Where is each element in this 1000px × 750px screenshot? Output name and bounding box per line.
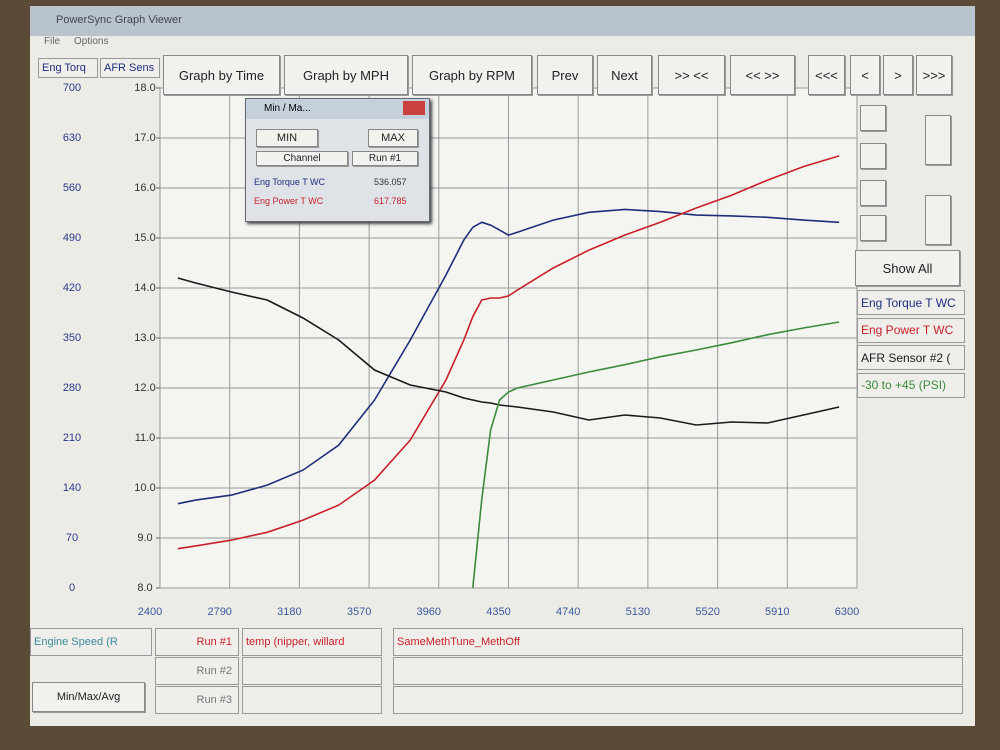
scroll-button[interactable] [860, 105, 886, 131]
run-description [393, 657, 963, 685]
x-tick-label: 5910 [765, 606, 789, 618]
toolbar-button[interactable]: << >> [730, 55, 795, 95]
run-name [242, 686, 382, 714]
run-name: temp (nipper, willard [242, 628, 382, 656]
y-tick-label: 350 [63, 332, 81, 344]
x-tick-label: 2400 [138, 606, 162, 618]
window-title: PowerSync Graph Viewer [56, 14, 182, 26]
scroll-button[interactable] [860, 180, 886, 206]
menu-bar: File Options [30, 36, 975, 52]
y-tick-label: 70 [66, 532, 78, 544]
y2-tick-label: 11.0 [135, 432, 156, 444]
toolbar-button[interactable]: Next [597, 55, 652, 95]
run-description [393, 686, 963, 714]
max-button[interactable]: MAX [368, 129, 418, 147]
x-tick-label: 6300 [835, 606, 859, 618]
x-tick-label: 5520 [695, 606, 719, 618]
toolbar-button[interactable]: Graph by Time [163, 55, 280, 95]
series-line [177, 208, 840, 505]
toolbar-button[interactable]: <<< [808, 55, 845, 95]
toolbar-button[interactable]: Prev [537, 55, 593, 95]
y-tick-label: 140 [63, 482, 81, 494]
y2-tick-label: 14.0 [134, 282, 155, 294]
show-all-button[interactable]: Show All [855, 250, 960, 286]
run-label: Run #3 [155, 686, 239, 714]
y2-tick-label: 13.0 [134, 332, 155, 344]
series-line [177, 155, 840, 550]
run-name [242, 657, 382, 685]
toolbar-button[interactable]: < [850, 55, 880, 95]
dialog-title-bar: Min / Ma... [246, 99, 429, 119]
y2-tick-label: 8.0 [137, 582, 152, 594]
series-line [177, 277, 840, 426]
run-label: Run #2 [155, 657, 239, 685]
legend-entry: Eng Torque T WC [857, 290, 965, 315]
y-tick-label: 210 [63, 432, 81, 444]
y-tick-label: 490 [63, 232, 81, 244]
toolbar-button[interactable]: >>> [916, 55, 952, 95]
x-tick-label: 2790 [207, 606, 231, 618]
x-tick-label: 3180 [277, 606, 301, 618]
run-description: SameMethTune_MethOff [393, 628, 963, 656]
channel-name: Eng Power T WC [254, 196, 324, 206]
axis-header: Eng Torq [38, 58, 98, 78]
y2-tick-label: 18.0 [134, 82, 155, 94]
y-tick-label: 630 [63, 132, 81, 144]
dialog-title: Min / Ma... [264, 103, 311, 114]
toolbar-button[interactable]: > [883, 55, 913, 95]
column-header: Run #1 [352, 151, 418, 166]
y-tick-label: 420 [63, 282, 81, 294]
legend-entry: -30 to +45 (PSI) [857, 372, 965, 398]
minmax-button[interactable]: Min/Max/Avg [32, 682, 145, 712]
run-label: Run #1 [155, 628, 239, 656]
scroll-button[interactable] [925, 115, 951, 165]
toolbar-button[interactable]: Graph by RPM [412, 55, 532, 95]
x-tick-label: 3960 [417, 606, 441, 618]
x-tick-label: 5130 [626, 606, 650, 618]
y2-tick-label: 9.0 [137, 532, 152, 544]
toolbar-button[interactable]: Graph by MPH [284, 55, 408, 95]
scroll-button[interactable] [925, 195, 951, 245]
y-tick-label: 560 [63, 182, 81, 194]
legend-entry: Eng Power T WC [857, 317, 965, 343]
close-button[interactable] [403, 101, 425, 115]
scroll-button[interactable] [860, 143, 886, 169]
y2-tick-label: 16.0 [134, 182, 155, 194]
channel-value: 536.057 [374, 177, 407, 187]
x-tick-label: 4350 [486, 606, 510, 618]
series-line [472, 321, 840, 589]
column-header: Channel [256, 151, 348, 166]
menu-item[interactable]: Options [74, 36, 109, 47]
menu-item[interactable]: File [44, 36, 61, 47]
x-axis-channel: Engine Speed (R [30, 628, 152, 656]
x-tick-label: 4740 [556, 606, 580, 618]
legend-entry: AFR Sensor #2 ( [857, 345, 965, 370]
axis-header: AFR Sens [100, 58, 160, 78]
y-tick-label: 700 [63, 82, 81, 94]
y2-tick-label: 15.0 [134, 232, 155, 244]
y2-tick-label: 12.0 [134, 382, 155, 394]
minmax-dialog: Min / Ma... MIN MAX Channel Run #1 Eng T… [245, 98, 430, 222]
toolbar-button[interactable]: >> << [658, 55, 725, 95]
min-button[interactable]: MIN [256, 129, 318, 147]
channel-value: 617.785 [374, 196, 407, 206]
channel-name: Eng Torque T WC [254, 177, 326, 187]
y-tick-label: 0 [69, 582, 75, 594]
x-tick-label: 3570 [347, 606, 371, 618]
y2-tick-label: 17.0 [134, 132, 155, 144]
y2-tick-label: 10.0 [134, 482, 155, 494]
scroll-button[interactable] [860, 215, 886, 241]
title-bar: PowerSync Graph Viewer [30, 6, 975, 36]
y-tick-label: 280 [63, 382, 81, 394]
